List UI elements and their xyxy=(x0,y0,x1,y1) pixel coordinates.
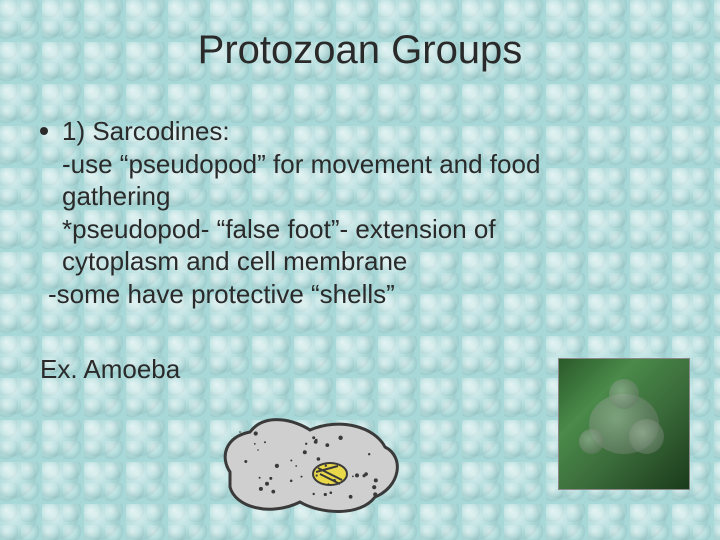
amoeba-illustration xyxy=(210,402,410,522)
amoeba-photo xyxy=(558,358,690,490)
amoeba-svg-icon xyxy=(210,402,410,522)
slide-title: Protozoan Groups xyxy=(40,28,680,73)
bullet-row: 1) Sarcodines: xyxy=(40,115,680,148)
line-shells: -some have protective “shells” xyxy=(40,278,680,311)
photo-blob xyxy=(629,419,664,454)
photo-blob xyxy=(609,379,639,409)
line-cytoplasm: cytoplasm and cell membrane xyxy=(40,245,680,278)
body-text-block: 1) Sarcodines: -use “pseudopod” for move… xyxy=(40,115,680,310)
bullet-header-text: 1) Sarcodines: xyxy=(62,115,230,148)
line-gathering: gathering xyxy=(40,180,680,213)
line-pseudopod: *pseudopod- “false foot”- extension of xyxy=(40,213,680,246)
line-use: -use “pseudopod” for movement and food xyxy=(40,148,680,181)
bullet-dot-icon xyxy=(40,127,48,135)
photo-blob xyxy=(579,429,604,454)
